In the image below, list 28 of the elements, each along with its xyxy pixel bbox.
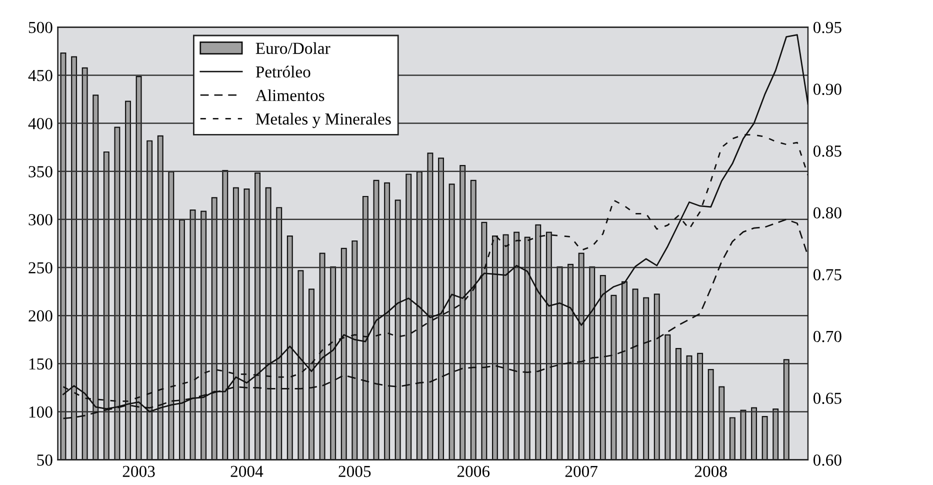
y-tick-label: 300 [28,214,52,226]
y-tick-label: 450 [28,70,52,82]
y-tick-label: 400 [28,118,52,130]
y-tick-label: 200 [28,310,52,322]
legend-label: Alimentos [256,89,324,102]
y-tick-label: 100 [29,406,52,418]
y2-tick-label: 0.75 [813,269,842,280]
y-tick-label: 50 [37,454,52,466]
y2-tick-label: 0.70 [813,330,842,342]
x-tick-label: 2004 [230,466,264,478]
x-tick-label: 2005 [338,466,371,478]
y2-tick-label: 0.80 [813,207,842,219]
x-tick-label: 2008 [694,466,727,478]
y-tick-label: 500 [28,22,52,34]
y2-tick-label: 0.95 [813,22,842,34]
x-tick-label: 2007 [565,466,598,478]
y-tick-label: 150 [29,358,52,370]
y2-tick-label: 0.90 [813,84,842,95]
legend-label: Metales y Minerales [256,112,391,128]
x-tick-label: 2003 [122,466,155,478]
y-tick-label: 250 [28,262,52,274]
x-tick-label: 2006 [457,466,490,478]
legend-label: Euro/Dolar [256,42,330,54]
y2-tick-label: 0.65 [813,392,842,404]
legend-label: Petróleo [256,66,310,78]
y2-tick-label: 0.60 [813,454,842,466]
y2-tick-label: 0.85 [813,145,842,157]
y-tick-label: 350 [28,166,52,178]
